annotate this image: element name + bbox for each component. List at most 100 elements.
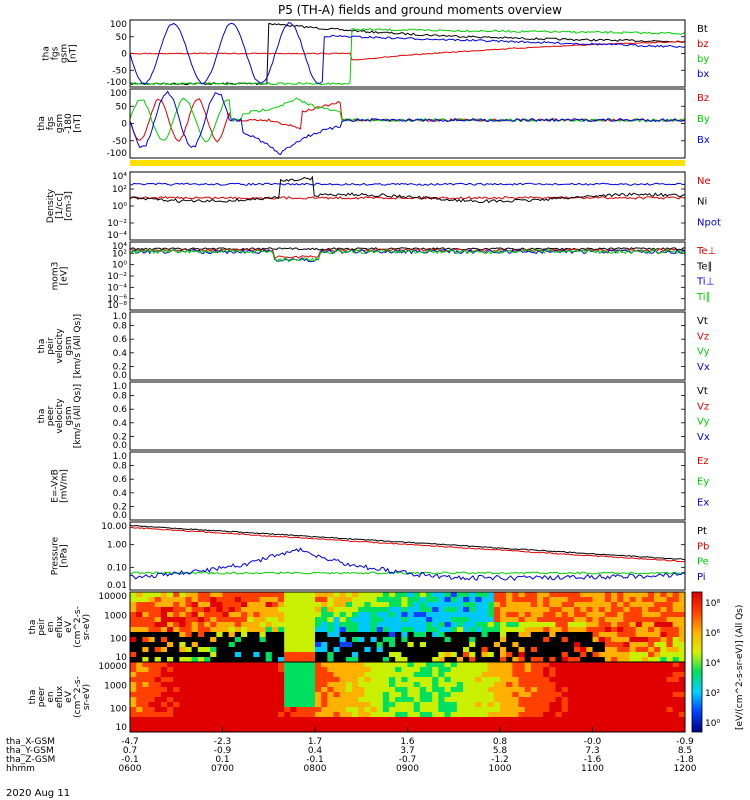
- spectrogram-cell: [185, 717, 193, 723]
- spectrogram-cell: [648, 692, 655, 698]
- spectrogram-cell: [339, 667, 347, 673]
- spectrogram-cell: [278, 597, 285, 603]
- spectrogram-cell: [629, 602, 637, 608]
- spectrogram-cell: [271, 677, 279, 683]
- spectrogram-cell: [339, 712, 347, 718]
- spectrogram-cell: [574, 712, 581, 718]
- spectrogram-cell: [284, 687, 291, 693]
- spectrogram-cell: [265, 662, 273, 668]
- spectrogram-cell: [500, 617, 507, 623]
- spectrogram-cell: [222, 722, 230, 728]
- spectrogram-cell: [389, 652, 396, 658]
- spectrogram-cell: [278, 652, 285, 658]
- spectrogram-cell: [518, 647, 526, 653]
- spectrogram-cell: [672, 597, 680, 603]
- spectrogram-cell: [678, 707, 686, 713]
- spectrogram-cell: [469, 697, 476, 703]
- spectrogram-cell: [327, 647, 334, 653]
- spectrogram-cell: [136, 607, 143, 613]
- panel-content: [130, 592, 686, 663]
- spectrogram-cell: [604, 602, 612, 608]
- spectrogram-cell: [265, 597, 273, 603]
- spectrogram-cell: [629, 637, 637, 643]
- spectrogram-cell: [352, 592, 359, 598]
- spectrogram-cell: [216, 702, 223, 708]
- spectrogram-cell: [518, 712, 526, 718]
- spectrogram-cell: [358, 692, 365, 698]
- spectrogram-cell: [426, 617, 433, 623]
- spectrogram-cell: [234, 637, 242, 643]
- spectrogram-cell: [549, 697, 556, 703]
- spectrogram-cell: [543, 702, 550, 708]
- spectrogram-cell: [666, 592, 674, 598]
- spectrogram-cell: [450, 677, 458, 683]
- spectrogram-cell: [259, 672, 267, 678]
- spectrogram-cell: [315, 677, 322, 683]
- spectrogram-cell: [530, 647, 538, 653]
- spectrogram-cell: [228, 612, 236, 618]
- spectrogram-cell: [635, 662, 643, 668]
- spectrogram-cell: [222, 677, 230, 683]
- spectrogram-cell: [512, 692, 519, 698]
- spectrogram-cell: [358, 632, 365, 638]
- spectrogram-cell: [438, 692, 445, 698]
- legend-Ex: Ex: [697, 497, 709, 508]
- spectrogram-cell: [512, 627, 519, 633]
- spectrogram-cell: [167, 632, 174, 638]
- spectrogram-cell: [512, 662, 519, 668]
- spectrogram-cell: [247, 712, 254, 718]
- spectrogram-cell: [142, 592, 149, 598]
- spectrogram-cell: [500, 647, 507, 653]
- spectrogram-cell: [284, 717, 291, 723]
- spectrogram-cell: [512, 647, 519, 653]
- spectrogram-cell: [389, 597, 396, 603]
- spectrogram-cell: [216, 642, 223, 648]
- spectrogram-cell: [413, 602, 421, 608]
- spectrogram-cell: [629, 612, 637, 618]
- spectrogram-cell: [469, 637, 476, 643]
- spectrogram-cell: [308, 682, 316, 688]
- spectrogram-cell: [160, 677, 168, 683]
- spectrogram-cell: [185, 692, 193, 698]
- spectrogram-cell: [549, 702, 556, 708]
- spectrogram-cell: [376, 717, 384, 723]
- spectrogram-cell: [308, 607, 316, 613]
- spectrogram-cell: [339, 642, 347, 648]
- panel-frame: [129, 171, 686, 241]
- spectrogram-cell: [259, 637, 267, 643]
- spectrogram-cell: [204, 682, 211, 688]
- spectrogram-cell: [567, 672, 575, 678]
- spectrogram-cell: [518, 592, 526, 598]
- spectrogram-cell: [395, 652, 402, 658]
- spectrogram-cell: [672, 697, 680, 703]
- spectrogram-cell: [389, 647, 396, 653]
- spectrogram-cell: [524, 692, 532, 698]
- spectrogram-cell: [173, 707, 180, 713]
- spectrogram-cell: [623, 692, 630, 698]
- legend-Ti⊥: Ti⊥: [696, 277, 714, 288]
- spectrogram-cell: [549, 637, 556, 643]
- spectrogram-cell: [543, 722, 550, 728]
- spectrogram-cell: [179, 687, 186, 693]
- spectrogram-cell: [512, 707, 519, 713]
- spectrogram-cell: [463, 632, 470, 638]
- spectrogram-cell: [271, 707, 279, 713]
- spectrogram-cell: [567, 712, 575, 718]
- spectrogram-cell: [419, 687, 427, 693]
- spectrogram-cell: [419, 712, 427, 718]
- spectrogram-cell: [432, 697, 439, 703]
- spectrogram-cell: [623, 592, 630, 598]
- spectrogram-cell: [555, 642, 563, 648]
- spectrogram-cell: [629, 687, 637, 693]
- spectrogram-cell: [413, 607, 421, 613]
- spectrogram-cell: [216, 622, 223, 628]
- spectrogram-cell: [241, 727, 248, 733]
- spectrogram-cell: [191, 702, 199, 708]
- spectrogram-cell: [241, 657, 248, 663]
- spectrogram-cell: [160, 607, 168, 613]
- spectrogram-cell: [574, 627, 581, 633]
- spectrogram-cell: [426, 672, 433, 678]
- spectrogram-cell: [456, 682, 464, 688]
- panel-content: [129, 175, 686, 204]
- spectrogram-cell: [284, 692, 291, 698]
